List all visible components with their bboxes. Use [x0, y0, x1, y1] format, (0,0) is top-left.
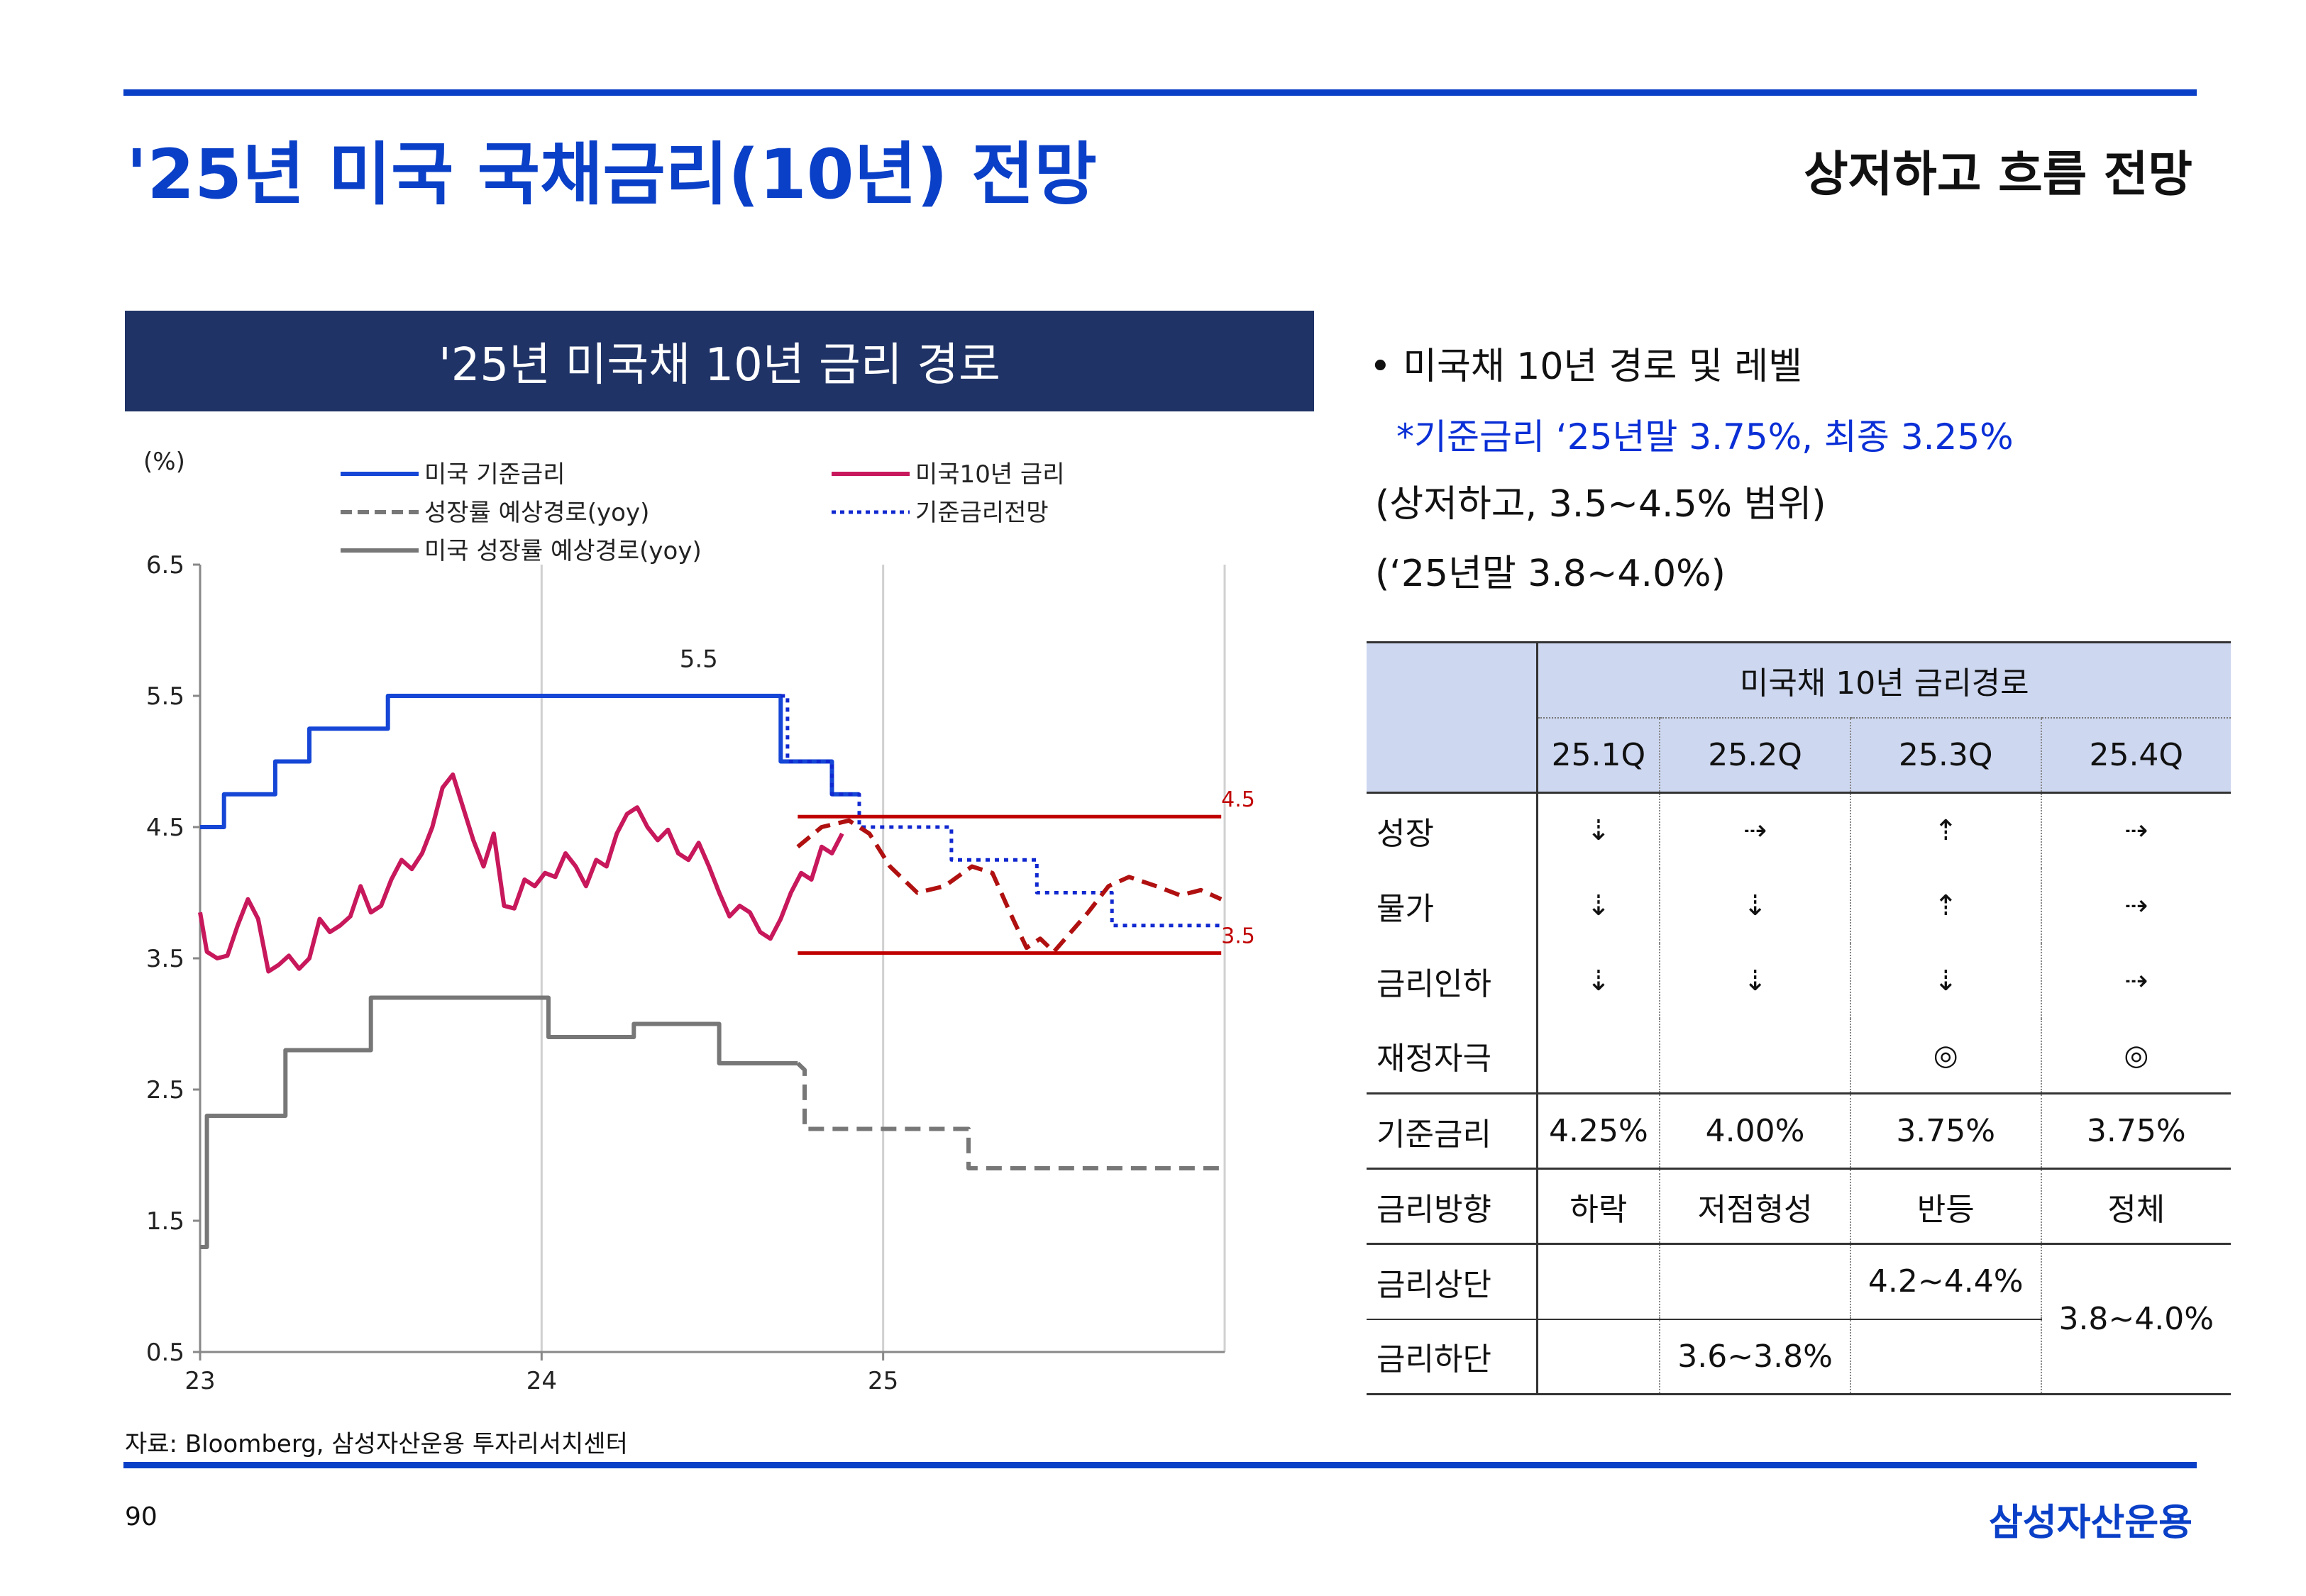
grid-lines	[540, 565, 1226, 1352]
y-tick-label: 5.5	[146, 682, 184, 711]
x-tick-label: 25	[868, 1367, 898, 1395]
table-row: 금리상단 4.2~4.4% 3.8~4.0%	[1367, 1243, 2231, 1395]
legend-label: 기준금리전망	[915, 499, 1049, 527]
table-cell	[1537, 1244, 1660, 1319]
y-tick-label: 2.5	[146, 1076, 184, 1104]
table-cell	[1849, 1319, 2041, 1395]
table-cell: ⇣	[1659, 943, 1850, 1019]
row-label: 기준금리	[1367, 1093, 1538, 1169]
page-title: '25년 미국 국채금리(10년) 전망	[126, 135, 1097, 214]
rate-path-table: 미국채 10년 금리경로 25.1Q 25.2Q 25.3Q 25.4Q 성장 …	[1367, 641, 2231, 1395]
row-label: 재정자극	[1367, 1018, 1538, 1094]
reference-lines: 4.5 3.5 5.5	[680, 645, 1255, 955]
row-label: 물가	[1367, 868, 1538, 943]
year-end-text: (‘25년말 3.8~4.0%)	[1375, 553, 1726, 595]
row-label: 금리인하	[1367, 943, 1538, 1019]
top-rule	[123, 89, 2197, 96]
table-cell: 정체	[2040, 1168, 2231, 1244]
source-note: 자료: Bloomberg, 삼성자산운용 투자리서치센터	[125, 1430, 628, 1458]
table-cell: 저점형성	[1659, 1168, 1850, 1244]
table-row: 성장 ⇣ ⇢ ⇡ ⇢	[1367, 792, 2231, 868]
quarter-header: 25.1Q	[1537, 716, 1660, 793]
series-line	[796, 1061, 1222, 1170]
table-quarter-row: 25.1Q 25.2Q 25.3Q 25.4Q	[1367, 716, 2231, 793]
table-cell: 4.2~4.4%	[1849, 1243, 2041, 1320]
reference-line-label: 4.5	[1221, 787, 1255, 812]
table-cell	[1537, 1319, 1660, 1395]
table-cell: ⇣	[1659, 868, 1850, 943]
legend-label: 미국 성장률 예상경로(yoy)	[424, 537, 702, 565]
table-cell: 반등	[1849, 1168, 2041, 1244]
y-tick-label: 4.5	[146, 814, 184, 842]
table-row: 금리하단 3.6~3.8%	[1367, 1319, 2231, 1395]
row-label: 금리하단	[1367, 1319, 1538, 1395]
y-tick-label: 6.5	[146, 551, 184, 580]
legend-label: 성장률 예상경로(yoy)	[424, 499, 649, 527]
rate-path-chart: 6.5 5.5 4.5 3.5 2.5 1.5 0.523 24 25 (%) 4.5 3.5 5.5…	[143, 448, 1255, 1395]
table-cell	[1659, 1018, 1850, 1094]
table-cell: 4.25%	[1548, 1113, 1648, 1149]
row-label: 성장	[1367, 792, 1538, 868]
table-group-header-row: 미국채 10년 금리경로	[1367, 642, 2231, 793]
table-row: 물가 ⇣ ⇣ ⇡ ⇢	[1367, 868, 2231, 943]
table-cell: ⇡	[1849, 868, 2041, 943]
series-line	[796, 818, 1223, 954]
quarter-header: 25.4Q	[2040, 716, 2231, 793]
legend-label: 미국 기준금리	[424, 460, 566, 489]
table-row: 금리방향 하락 저점형성 반등 정체	[1367, 1168, 2231, 1244]
reference-line-label: 3.5	[1221, 924, 1255, 949]
series-line	[200, 694, 859, 829]
table-cell: ⇣	[1849, 943, 2041, 1019]
quarter-header: 25.3Q	[1849, 716, 2041, 793]
series-line	[198, 772, 844, 974]
x-tick-label: 23	[184, 1367, 215, 1395]
table-row: 금리인하 ⇣ ⇣ ⇣ ⇢	[1367, 943, 2231, 1019]
table-cell: ⇡	[1849, 792, 2041, 868]
x-tick-label: 24	[526, 1367, 557, 1395]
table-cell: ⇢	[2040, 943, 2231, 1019]
axes: 6.5 5.5 4.5 3.5 2.5 1.5 0.523 24 25 (%)	[143, 448, 1225, 1395]
chart-panel-header: '25년 미국채 10년 금리 경로	[125, 311, 1314, 411]
table-cell	[1537, 1019, 1660, 1094]
outlook-bullet: • 미국채 10년 경로 및 레벨	[1369, 345, 1803, 388]
table-corner-cell	[1367, 642, 1538, 793]
bottom-rule	[123, 1462, 2197, 1468]
table-cell: 3.8~4.0%	[2040, 1243, 2231, 1395]
table-cell: ⇢	[2040, 868, 2231, 943]
page-subtitle: 상저하고 흐름 전망	[1804, 147, 2192, 203]
y-tick-label: 3.5	[146, 945, 184, 973]
brand-logo: 삼성자산운용	[1988, 1502, 2192, 1544]
y-axis-unit-label: (%)	[143, 448, 185, 476]
table-cell: ⇢	[2040, 792, 2231, 868]
table-cell: ◎	[2040, 1018, 2231, 1094]
table-cell: 3.75%	[2040, 1093, 2231, 1169]
table-cell: 하락	[1569, 1191, 1628, 1228]
series-lines	[198, 694, 1223, 1249]
table-cell: ◎	[1849, 1018, 2041, 1094]
table-cell: ⇣	[1587, 814, 1611, 848]
legend-label: 미국10년 금리	[915, 460, 1064, 489]
y-tick-label: 1.5	[146, 1207, 184, 1236]
table-row: 기준금리 4.25% 4.00% 3.75% 3.75%	[1367, 1093, 2231, 1169]
row-label: 금리상단	[1367, 1243, 1538, 1319]
table-cell: ⇣	[1587, 964, 1611, 997]
policy-rate-note: *기준금리 ‘25년말 3.75%, 최종 3.25%	[1396, 416, 2014, 458]
table-group-header: 미국채 10년 금리경로	[1537, 642, 2231, 718]
table-row: 재정자극 ◎ ◎	[1367, 1018, 2231, 1094]
table-cell	[1659, 1243, 1850, 1319]
quarter-header: 25.2Q	[1659, 716, 1850, 793]
table-cell: ⇢	[1659, 792, 1850, 868]
series-line	[200, 995, 798, 1249]
table-cell: 3.75%	[1849, 1093, 2041, 1169]
y-tick-label: 0.5	[146, 1339, 184, 1367]
series-line	[780, 694, 1222, 928]
table-cell: 3.6~3.8%	[1659, 1319, 1850, 1395]
row-label: 금리방향	[1367, 1168, 1538, 1244]
range-text: (상저하고, 3.5~4.5% 범위)	[1375, 483, 1826, 526]
chart-annotation: 5.5	[680, 645, 718, 673]
page-number: 90	[125, 1502, 158, 1531]
table-cell: ⇣	[1587, 889, 1611, 922]
table-cell: 4.00%	[1659, 1093, 1850, 1169]
